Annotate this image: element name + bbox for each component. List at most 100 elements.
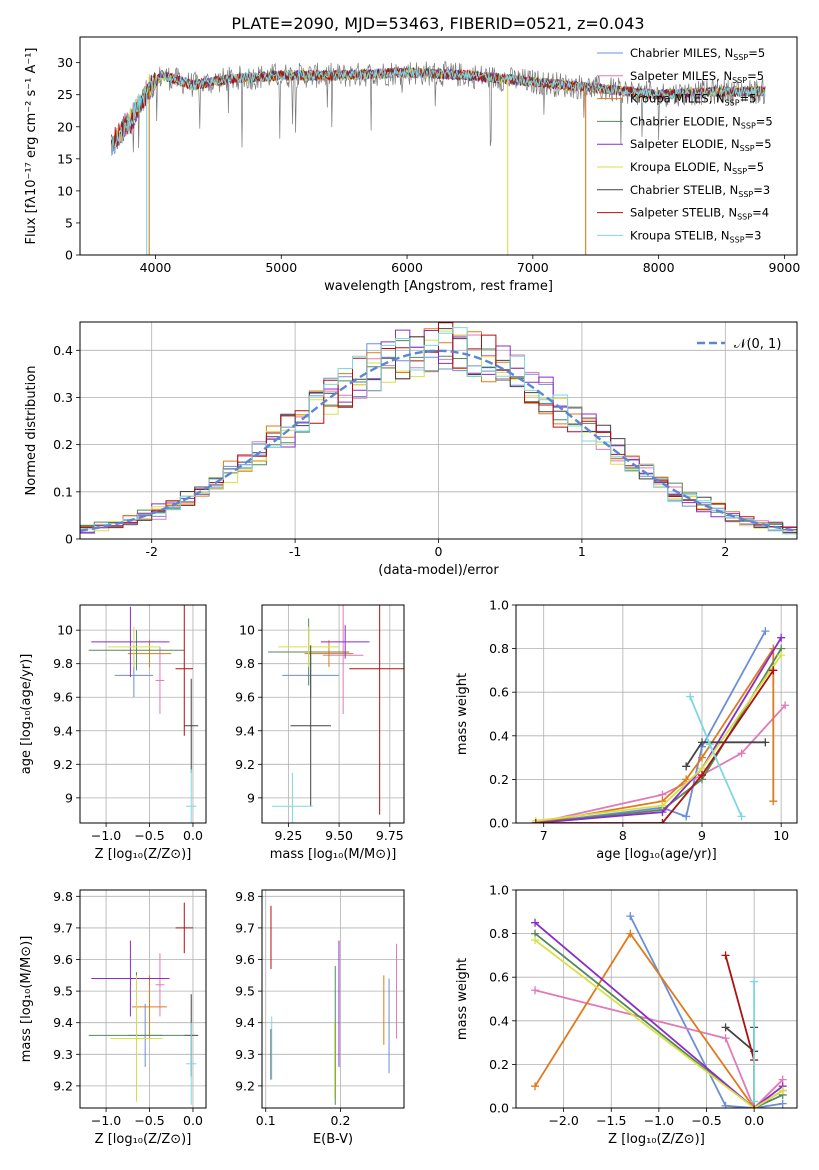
series-marker	[769, 797, 778, 806]
y-tick-label: 9.4	[53, 1015, 73, 1030]
series-line	[534, 939, 784, 1108]
y-tick-label: 1.0	[489, 598, 509, 613]
y-tick-label: 0	[65, 248, 73, 263]
y-tick-label: 9.7	[53, 920, 73, 935]
legend-label: Salpeter MILES, NSSP=5	[630, 69, 764, 85]
x-axis-label: mass [log₁₀(M/M⊙)]	[270, 847, 397, 862]
legend-label: Kroupa ELODIE, NSSP=5	[630, 160, 764, 176]
x-tick-label: 0.0	[183, 1113, 203, 1128]
legend-label-tail: =5	[747, 69, 764, 83]
x-tick-label: −0.5	[134, 1113, 164, 1128]
series-marker	[769, 666, 778, 675]
legend-label: Kroupa MILES, NSSP=5	[630, 92, 756, 108]
y-tick-label: 9.5	[53, 984, 73, 999]
series-line	[534, 922, 784, 1108]
series-marker	[626, 912, 635, 921]
series-marker	[626, 929, 635, 938]
x-tick-label: 8	[619, 828, 627, 843]
y-tick-label: 0.8	[489, 641, 509, 656]
series-marker	[531, 1082, 540, 1091]
x-tick-label: 5000	[265, 260, 297, 275]
y-tick-label: 9.3	[235, 1047, 255, 1062]
legend-label-tail: =5	[748, 46, 765, 60]
spectrum-model-line	[111, 67, 766, 148]
series-marker	[737, 812, 746, 821]
legend-label-tail: =5	[747, 160, 764, 174]
y-tick-label: 0.2	[53, 437, 73, 452]
y-tick-label: 9.7	[235, 920, 255, 935]
series-marker	[721, 951, 730, 960]
series-line	[629, 915, 783, 1108]
legend-label: Chabrier ELODIE, NSSP=5	[630, 114, 773, 130]
y-tick-label: 0.2	[489, 1057, 509, 1072]
series-marker	[698, 771, 707, 780]
series-line	[534, 932, 784, 1108]
legend-label: Chabrier MILES, NSSP=5	[630, 46, 765, 62]
x-tick-label: 0.0	[183, 828, 203, 843]
y-tick-label: 0.2	[489, 772, 509, 787]
y-tick-label: 1.0	[489, 883, 509, 898]
y-tick-label: 9.3	[53, 1047, 73, 1062]
x-tick-label: 0.0	[744, 1113, 764, 1128]
y-tick-label: 0.1	[53, 484, 73, 499]
y-tick-label: 5	[65, 215, 73, 230]
axes-massweight_vs_Z: −2.0 −1.5 −1.0 −0.5 0.0 0.0 0.2 0.4 0.6 0.8 1.0 Z […	[455, 883, 797, 1147]
x-axis-label: Z [log₁₀(Z/Z⊙)]	[95, 847, 192, 862]
legend-label-base: Kroupa ELODIE, N	[630, 160, 732, 174]
x-tick-label: −1.0	[91, 828, 121, 843]
y-tick-label: 0	[65, 532, 73, 547]
x-tick-label: 0	[435, 544, 443, 559]
legend-label-base: Salpeter STELIB, N	[630, 206, 737, 220]
x-tick-label: 2	[721, 544, 729, 559]
legend-label-sub: SSP	[732, 76, 747, 85]
y-tick-label: 9.8	[53, 889, 73, 904]
series-line	[535, 637, 782, 823]
series-marker	[750, 977, 759, 986]
y-tick-label: 15	[57, 151, 73, 166]
x-tick-label: 7	[540, 828, 548, 843]
x-axis-label: Z [log₁₀(Z/Z⊙)]	[95, 1132, 192, 1147]
legend-label: Chabrier STELIB, NSSP=3	[630, 183, 770, 199]
x-tick-label: 7000	[517, 260, 549, 275]
spectrum-model-line	[111, 67, 766, 156]
series-marker	[761, 627, 770, 636]
legend-label-tail: =3	[753, 183, 770, 197]
y-tick-label: 0.4	[489, 728, 509, 743]
legend-label-sub: SSP	[732, 167, 747, 176]
x-axis-label: Z [log₁₀(Z/Z⊙)]	[608, 1132, 705, 1147]
x-axis-label: (data-model)/error	[378, 563, 499, 578]
legend-label: Salpeter ELODIE, NSSP=5	[630, 137, 772, 153]
legend-label-sub: SSP	[741, 121, 756, 130]
legend-label-sub: SSP	[740, 144, 755, 153]
legend-label-sub: SSP	[738, 190, 753, 199]
y-tick-label: 0.3	[53, 390, 73, 405]
x-tick-label: −0.5	[134, 828, 164, 843]
axes-frame	[515, 604, 798, 824]
x-tick-label: 0.1	[256, 1113, 276, 1128]
x-tick-label: 9.75	[376, 828, 404, 843]
legend-label: Salpeter STELIB, NSSP=4	[630, 206, 769, 222]
x-axis-label: E(B-V)	[313, 1132, 353, 1147]
y-tick-label: 20	[57, 119, 73, 134]
x-tick-label: -1	[289, 544, 301, 559]
x-axis-label: wavelength [Angstrom, rest frame]	[324, 279, 553, 294]
age_vs_Z-points	[88, 605, 199, 823]
series-line	[535, 648, 782, 823]
y-tick-label: 9.5	[235, 984, 255, 999]
series-line	[535, 654, 782, 822]
x-tick-label: 4000	[140, 260, 172, 275]
x-tick-label: 10	[773, 828, 789, 843]
series-marker	[778, 1086, 787, 1095]
x-tick-label: 1	[578, 544, 586, 559]
series-marker	[698, 738, 707, 747]
y-tick-label: 10	[57, 183, 73, 198]
series-marker	[682, 762, 691, 771]
hist-series	[80, 322, 797, 535]
y-tick-label: 9	[247, 790, 255, 805]
axes-mass_vs_Z: −1.0 −0.5 0.0 9.2 9.3 9.4 9.5 9.6 9.7 9.8 Z [log₁₀…	[19, 889, 206, 1147]
legend-label-base: Salpeter MILES, N	[630, 69, 732, 83]
series-marker	[721, 1101, 730, 1108]
y-axis-label: mass [log₁₀(M/M⊙)]	[19, 936, 34, 1063]
x-tick-label: 0.2	[331, 1113, 351, 1128]
